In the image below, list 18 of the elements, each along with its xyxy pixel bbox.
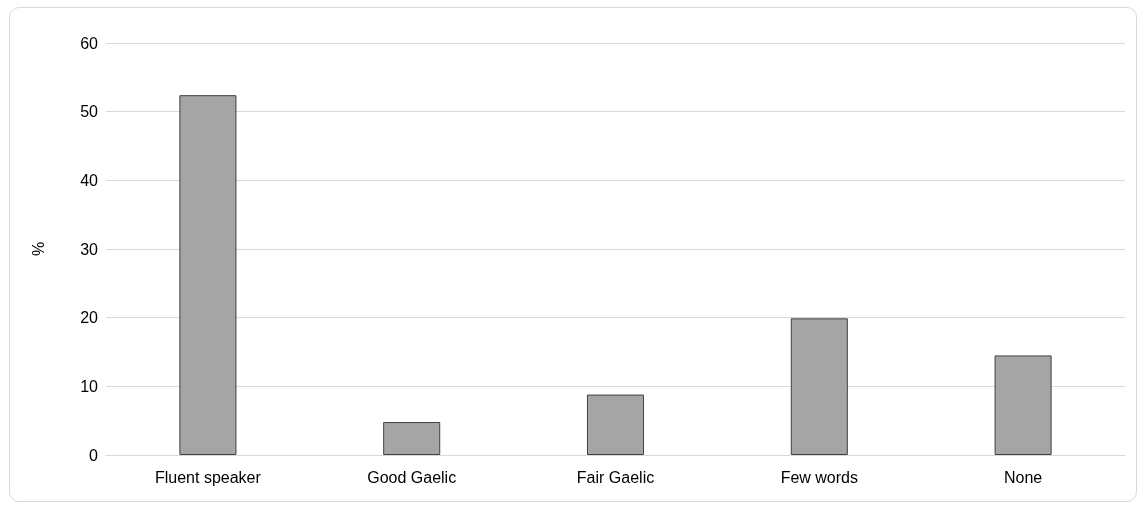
bar <box>586 394 645 455</box>
y-tick-label: 0 <box>89 446 99 464</box>
x-tick-label: Fluent speaker <box>154 468 262 486</box>
y-tick-label: 50 <box>80 103 99 121</box>
bar <box>790 318 848 455</box>
y-tick-label: 40 <box>80 171 99 189</box>
y-tick-label: 10 <box>80 377 99 395</box>
y-tick-label: 20 <box>80 309 99 327</box>
x-tick-label: Few words <box>780 468 858 486</box>
bar <box>994 355 1052 455</box>
x-tick-label: None <box>1003 468 1043 486</box>
bar <box>179 95 237 455</box>
x-tick-label: Fair Gaelic <box>576 468 655 486</box>
y-axis-title: % <box>29 241 47 257</box>
x-tick-label: Good Gaelic <box>367 468 457 486</box>
y-tick-label: 60 <box>80 34 99 52</box>
bar <box>383 422 441 455</box>
y-tick-label: 30 <box>80 240 99 258</box>
